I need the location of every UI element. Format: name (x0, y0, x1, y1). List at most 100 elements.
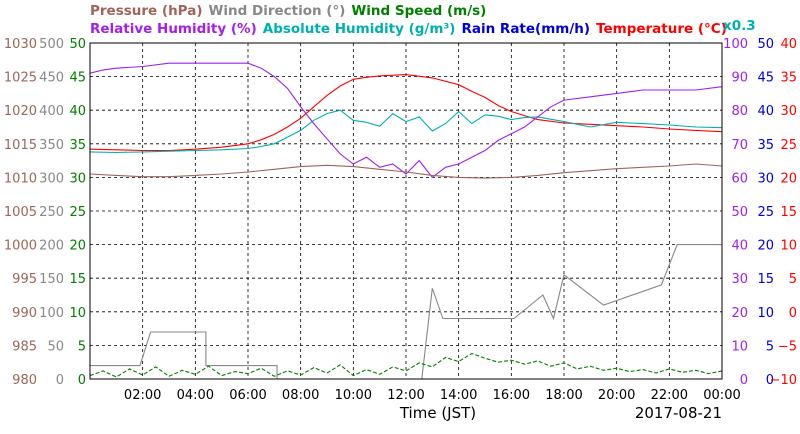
humidity-tick-label: 80 (731, 104, 748, 119)
temperature-tick-label: 25 (780, 138, 797, 153)
legend-entry: Wind Speed (m/s) (351, 3, 486, 19)
humidity-tick-label: 100 (723, 37, 748, 52)
humidity-tick-label: 10 (731, 339, 748, 354)
grid (90, 43, 722, 379)
humidity-tick-label: 0 (740, 373, 748, 388)
legend-row-2: Relative Humidity (%) Absolute Humidity (… (90, 21, 727, 37)
pressure-tick-label: 1025 (4, 71, 37, 86)
rain-rate-tick-label: 15 (757, 272, 774, 287)
x-tick-label: 10:00 (335, 388, 372, 403)
pressure-tick-label: 1015 (4, 138, 37, 153)
humidity-tick-label: 30 (731, 272, 748, 287)
wind-speed-tick-label: 50 (69, 37, 86, 52)
rain-rate-tick-label: 20 (757, 239, 774, 254)
svg-text:Relative Humidity (%)Absolute: Relative Humidity (%) Absolute Humidity (… (90, 21, 727, 37)
humidity-tick-label: 20 (731, 306, 748, 321)
legend-entry: Pressure (hPa) (90, 3, 203, 19)
series-wind-direction (90, 244, 722, 380)
temperature-tick-label: 20 (780, 171, 797, 186)
pressure-tick-label: 990 (12, 306, 37, 321)
x-tick-label: 08:00 (282, 388, 319, 403)
right-axes: 1009080706050403020100504540353025201510… (723, 37, 797, 388)
series-absolute-humidity-g-m (89, 109, 723, 154)
wind-direction-tick-label: 0 (56, 373, 64, 388)
svg-text:Pressure (hPa)Wind Direction (: Pressure (hPa) Wind Direction (°) Wind Spe… (90, 3, 486, 19)
wind-direction-tick-label: 50 (47, 339, 64, 354)
x-tick-label: 02:00 (124, 388, 161, 403)
pressure-tick-label: 980 (12, 373, 37, 388)
legend-entry: Absolute Humidity (g/m³) (263, 21, 456, 37)
rain-rate-tick-label: 5 (766, 339, 774, 354)
humidity-tick-label: 50 (731, 205, 748, 220)
wind-speed-tick-label: 0 (78, 373, 86, 388)
temperature-tick-label: −10 (770, 373, 797, 388)
date-label: 2017-08-21 (635, 404, 722, 422)
rain-rate-tick-label: 45 (757, 71, 774, 86)
series-pressure-hpa (89, 163, 723, 179)
wind-speed-tick-label: 25 (69, 205, 86, 220)
wind-speed-tick-label: 40 (69, 104, 86, 119)
temperature-tick-label: 10 (780, 239, 797, 254)
wind-direction-tick-label: 350 (39, 138, 64, 153)
legend-entry: Temperature (°C) (596, 21, 727, 37)
temperature-tick-label: 5 (789, 272, 797, 287)
temperature-tick-label: 40 (780, 37, 797, 52)
left-axes: 1030102510201015101010051000995990985980… (4, 37, 86, 388)
pressure-tick-label: 995 (12, 272, 37, 287)
wind-direction-tick-label: 400 (39, 104, 64, 119)
series-wind-speed-m-s (89, 352, 723, 378)
wind-speed-tick-label: 20 (69, 239, 86, 254)
x-tick-label: 06:00 (229, 388, 266, 403)
wind-direction-tick-label: 450 (39, 71, 64, 86)
legend-entry: Wind Direction (°) (209, 3, 346, 19)
pressure-tick-label: 1020 (4, 104, 37, 119)
wind-direction-tick-label: 300 (39, 171, 64, 186)
rain-rate-tick-label: 35 (757, 138, 774, 153)
rain-rate-tick-label: 25 (757, 205, 774, 220)
pressure-tick-label: 1000 (4, 239, 37, 254)
pressure-tick-label: 1005 (4, 205, 37, 220)
rain-rate-tick-label: 0 (766, 373, 774, 388)
abs-humidity-scale-note: x0.3 (723, 18, 756, 34)
legend-row-1: Pressure (hPa) Wind Direction (°) Wind Spe… (90, 3, 486, 19)
humidity-tick-label: 60 (731, 171, 748, 186)
wind-speed-tick-label: 45 (69, 71, 86, 86)
x-tick-label: 20:00 (598, 388, 635, 403)
pressure-tick-label: 985 (12, 339, 37, 354)
wind-speed-tick-label: 35 (69, 138, 86, 153)
series-relative-humidity (89, 62, 723, 179)
wind-speed-tick-label: 5 (78, 339, 86, 354)
temperature-tick-label: 15 (780, 205, 797, 220)
temperature-tick-label: 0 (789, 306, 797, 321)
pressure-tick-label: 1030 (4, 37, 37, 52)
pressure-tick-label: 1010 (4, 171, 37, 186)
temperature-tick-label: −5 (778, 339, 797, 354)
x-tick-label: 14:00 (440, 388, 477, 403)
series-temperature-c (89, 74, 723, 152)
x-tick-label: 00:00 (703, 388, 740, 403)
wind-direction-tick-label: 500 (39, 37, 64, 52)
x-tick-label: 16:00 (493, 388, 530, 403)
x-tick-label: 18:00 (545, 388, 582, 403)
rain-rate-tick-label: 10 (757, 306, 774, 321)
humidity-tick-label: 90 (731, 71, 748, 86)
rain-rate-tick-label: 50 (757, 37, 774, 52)
plot-frame (89, 42, 723, 380)
x-axis-ticks: 02:00 04:00 06:00 08:00 10:00 12:00 14:00 16:00… (124, 388, 741, 403)
rain-rate-tick-label: 30 (757, 171, 774, 186)
wind-speed-tick-label: 15 (69, 272, 86, 287)
wind-speed-tick-label: 30 (69, 171, 86, 186)
x-axis-label: Time (JST) (399, 404, 476, 422)
wind-direction-tick-label: 100 (39, 306, 64, 321)
humidity-tick-label: 70 (731, 138, 748, 153)
x-tick-label: 22:00 (651, 388, 688, 403)
temperature-tick-label: 30 (780, 104, 797, 119)
x-tick-label: 04:00 (177, 388, 214, 403)
wind-direction-tick-label: 250 (39, 205, 64, 220)
wind-direction-tick-label: 150 (39, 272, 64, 287)
humidity-tick-label: 40 (731, 239, 748, 254)
wind-speed-tick-label: 10 (69, 306, 86, 321)
rain-rate-tick-label: 40 (757, 104, 774, 119)
wind-direction-tick-label: 200 (39, 239, 64, 254)
